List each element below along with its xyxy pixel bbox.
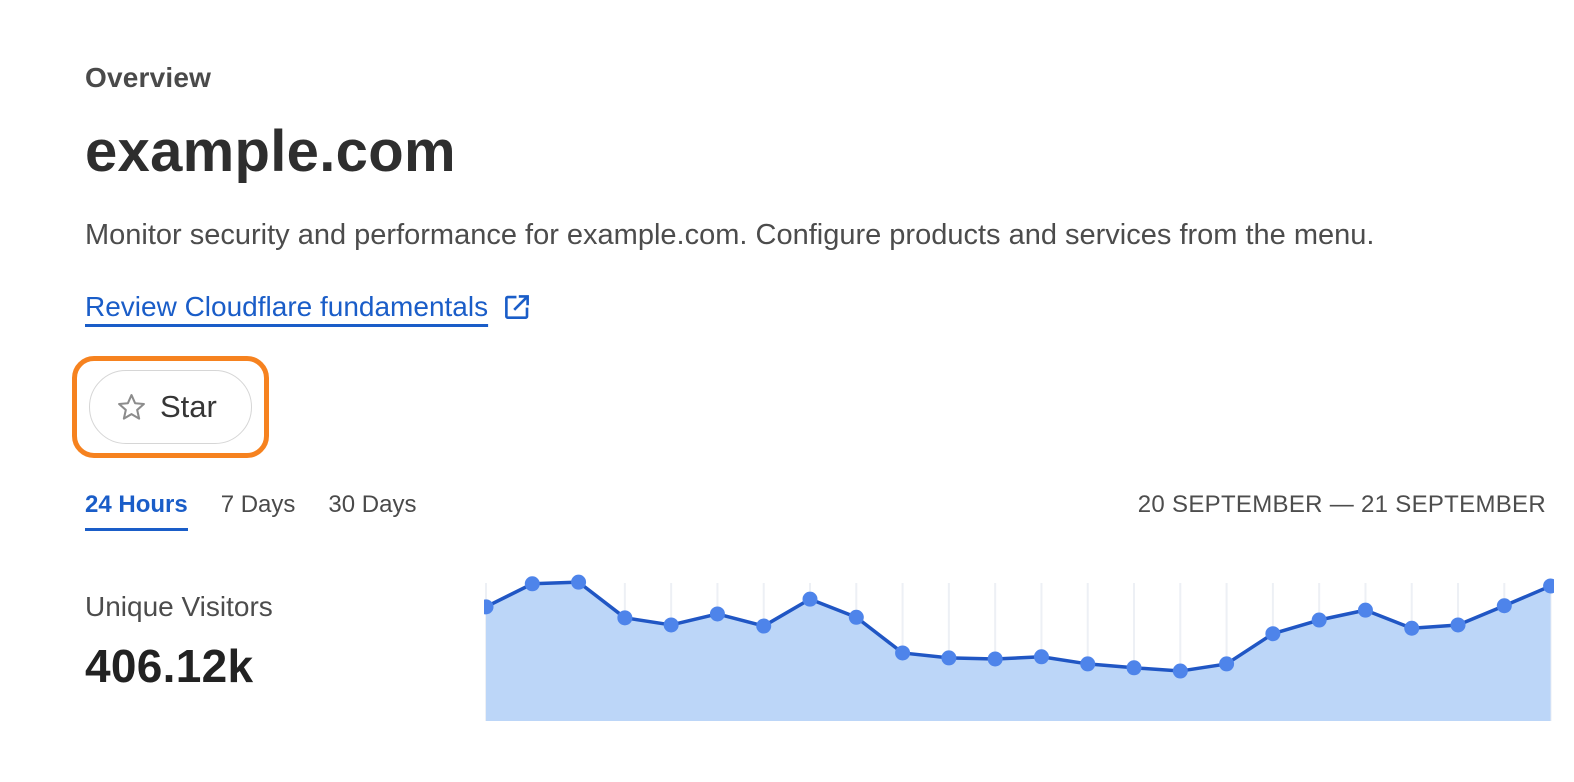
unique-visitors-section: Unique Visitors 406.12k: [85, 558, 1554, 723]
page-description: Monitor security and performance for exa…: [85, 219, 1375, 251]
star-button-highlight-annotation: Star: [72, 356, 269, 458]
overview-page: Overview example.com Monitor security an…: [72, 62, 1574, 723]
star-icon: [116, 392, 147, 423]
data-point[interactable]: [1219, 656, 1235, 672]
data-point[interactable]: [1126, 660, 1142, 676]
data-point[interactable]: [1265, 626, 1281, 642]
unique-visitors-chart[interactable]: [484, 558, 1554, 723]
data-point[interactable]: [941, 650, 957, 666]
stat-column: Unique Visitors 406.12k: [85, 558, 484, 723]
tab-24-hours[interactable]: 24 Hours: [85, 491, 188, 531]
star-button[interactable]: Star: [89, 370, 252, 444]
data-point[interactable]: [756, 618, 772, 634]
fundamentals-link-row: Review Cloudflare fundamentals: [85, 291, 1574, 323]
data-point[interactable]: [571, 574, 587, 590]
external-link-icon: [502, 292, 532, 322]
data-point[interactable]: [848, 609, 864, 625]
data-point[interactable]: [524, 576, 540, 592]
data-point[interactable]: [802, 591, 818, 607]
data-point[interactable]: [1311, 612, 1327, 628]
time-range-tabs: 24 Hours 7 Days 30 Days 20 SEPTEMBER — 2…: [85, 491, 1546, 531]
page-title: example.com: [85, 119, 456, 184]
data-point[interactable]: [1033, 649, 1049, 665]
tab-30-days[interactable]: 30 Days: [328, 491, 417, 518]
series-line: [485, 580, 1552, 673]
review-fundamentals-link[interactable]: Review Cloudflare fundamentals: [85, 291, 489, 322]
data-point[interactable]: [1080, 656, 1096, 672]
unique-visitors-label: Unique Visitors: [85, 591, 273, 622]
area-fill: [486, 582, 1551, 721]
date-range-label: 20 SEPTEMBER — 21 SEPTEMBER: [1137, 491, 1546, 518]
page-eyebrow: Overview: [85, 62, 212, 93]
data-point[interactable]: [895, 645, 911, 661]
unique-visitors-value: 406.12k: [85, 640, 254, 692]
data-point[interactable]: [709, 606, 725, 622]
data-point[interactable]: [987, 651, 1003, 667]
data-point[interactable]: [1357, 602, 1373, 618]
data-point[interactable]: [663, 617, 679, 633]
data-point[interactable]: [1172, 663, 1188, 679]
star-button-label: Star: [160, 389, 217, 424]
data-point[interactable]: [617, 610, 633, 626]
tab-7-days[interactable]: 7 Days: [220, 491, 296, 518]
data-point[interactable]: [1450, 617, 1466, 633]
data-point[interactable]: [1404, 620, 1420, 636]
data-point[interactable]: [1496, 598, 1512, 614]
data-point[interactable]: [1543, 578, 1554, 594]
data-point[interactable]: [484, 599, 494, 615]
